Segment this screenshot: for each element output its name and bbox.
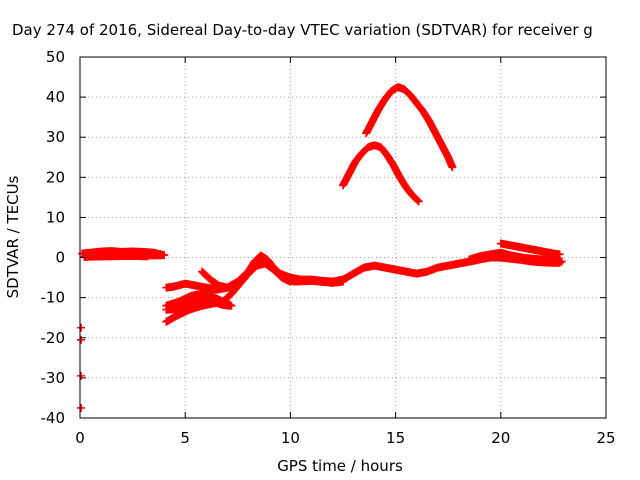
y-tick-label: 0 bbox=[55, 249, 65, 267]
x-tick-label: 0 bbox=[75, 429, 85, 447]
y-tick-label: -30 bbox=[41, 369, 66, 387]
series-upper-trace bbox=[496, 239, 564, 259]
x-axis-label: GPS time / hours bbox=[277, 457, 403, 475]
series-lower-trace-3 bbox=[162, 289, 236, 310]
data-point bbox=[339, 277, 347, 286]
data-point bbox=[77, 335, 86, 344]
plot-border bbox=[79, 56, 607, 419]
y-axis-label: SDTVAR / TECUs bbox=[4, 175, 22, 298]
y-tick-label: -40 bbox=[41, 409, 66, 427]
series-large-hump bbox=[362, 83, 457, 172]
series-upper-trace-2 bbox=[465, 248, 566, 266]
data-point bbox=[413, 196, 422, 205]
y-tick-label: 50 bbox=[46, 48, 65, 66]
data-point bbox=[77, 323, 86, 332]
series-mid-trace bbox=[198, 255, 347, 292]
y-tick-label: 10 bbox=[46, 208, 65, 226]
series-early-band bbox=[78, 247, 169, 261]
data-point bbox=[448, 163, 457, 172]
axes: 0 5 10 15 20 25 -40 -30 -20 -10 0 10 20 30 40 50 bbox=[41, 48, 616, 447]
y-tick-label: 20 bbox=[46, 168, 65, 186]
data-point bbox=[77, 403, 86, 412]
y-tick-label: 30 bbox=[46, 128, 65, 146]
y-tick-label: -20 bbox=[41, 329, 66, 347]
x-tick-label: 20 bbox=[491, 429, 510, 447]
data-point bbox=[77, 371, 86, 380]
data-point bbox=[143, 252, 152, 261]
plot-area bbox=[77, 83, 566, 412]
y-tick-label: -10 bbox=[41, 289, 66, 307]
x-tick-label: 10 bbox=[281, 429, 300, 447]
data-point bbox=[414, 197, 423, 206]
x-tick-label: 15 bbox=[386, 429, 405, 447]
data-point bbox=[557, 257, 566, 266]
series-isolated-points bbox=[77, 323, 86, 412]
grid bbox=[80, 57, 606, 418]
series-small-hump bbox=[339, 141, 423, 206]
chart-title: Day 274 of 2016, Sidereal Day-to-day VTE… bbox=[12, 21, 593, 39]
x-tick-label: 5 bbox=[180, 429, 190, 447]
data-point bbox=[227, 301, 236, 310]
data-point bbox=[555, 250, 564, 259]
y-tick-label: 40 bbox=[46, 88, 65, 106]
x-tick-label: 25 bbox=[596, 429, 615, 447]
